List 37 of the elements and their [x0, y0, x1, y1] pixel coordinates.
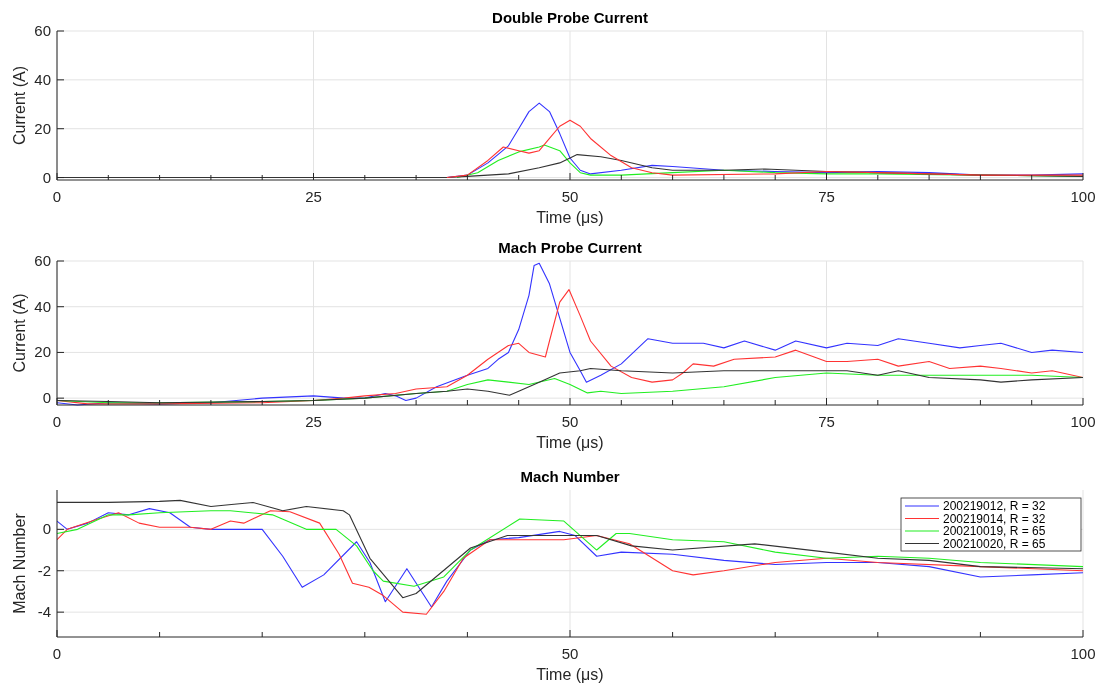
- x-tick-label: 75: [818, 188, 835, 205]
- chart-title: Mach Number: [520, 468, 620, 485]
- x-tick-label: 50: [561, 413, 579, 430]
- x-tick-label: 25: [305, 188, 322, 205]
- y-tick-label: 20: [34, 343, 51, 361]
- x-tick-label: 75: [818, 413, 835, 430]
- y-axis-title: Mach Number: [11, 512, 28, 614]
- x-axis-title: Time (μs): [536, 434, 604, 451]
- x-tick-label: 50: [561, 188, 579, 205]
- x-tick-label: 50: [561, 645, 579, 662]
- legend-label: 200210020, R = 65: [943, 536, 1046, 551]
- y-tick-label: 60: [34, 252, 51, 269]
- legend-label: 200210019, R = 65: [943, 524, 1046, 538]
- y-tick-label: 60: [34, 22, 51, 39]
- y-axis-title: Current (A): [11, 293, 28, 373]
- x-tick-label: 100: [1070, 188, 1096, 205]
- y-tick-label: -2: [37, 561, 51, 579]
- legend-label: 200219012, R = 32: [943, 499, 1046, 513]
- y-tick-label: 0: [42, 520, 51, 538]
- x-tick-label: 100: [1070, 413, 1096, 430]
- y-tick-label: 40: [34, 70, 51, 88]
- chart-title: Mach Probe Current: [498, 239, 642, 256]
- x-tick-label: 25: [305, 413, 322, 430]
- y-tick-label: 0: [42, 168, 51, 186]
- line-series: [57, 499, 1083, 599]
- x-tick-label: 100: [1070, 645, 1096, 662]
- x-axis-title: Time (μs): [536, 666, 604, 683]
- y-tick-label: -4: [37, 603, 51, 621]
- y-tick-label: 40: [34, 297, 51, 315]
- y-tick-label: 0: [42, 389, 51, 407]
- x-axis-title: Time (μs): [536, 209, 604, 226]
- y-tick-label: 20: [34, 119, 51, 137]
- chart-title: Double Probe Current: [492, 9, 648, 26]
- line-series: [446, 119, 1083, 179]
- line-series: [57, 510, 1083, 587]
- legend-label: 200219014, R = 32: [943, 511, 1046, 526]
- y-axis-title: Current (A): [11, 65, 28, 146]
